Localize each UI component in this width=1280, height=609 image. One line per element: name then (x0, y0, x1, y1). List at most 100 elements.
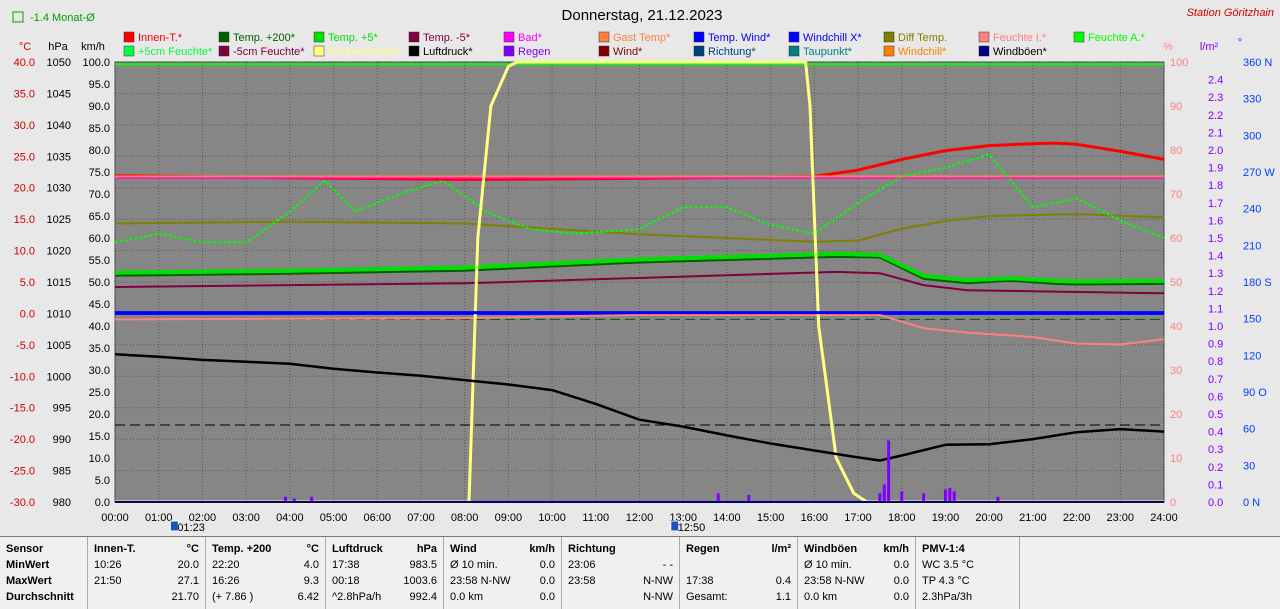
series-line (114, 213, 1165, 243)
statistics-table: Sensor MinWert MaxWert Durchschnitt Innen-T.… (0, 536, 1280, 609)
direction-tick-label: 180 S (1243, 277, 1272, 289)
kmh-axis-unit: km/h (81, 41, 105, 53)
direction-axis-unit: ° (1238, 37, 1242, 49)
stats-column: Luftdruck hPa 17:38 983.5 00:18 1003.6 ^2.8hPa… (326, 537, 444, 609)
hpa-tick-label: 995 (53, 403, 71, 415)
time-tick-label: 16:00 (801, 512, 829, 524)
kmh-tick-label: 90.0 (89, 101, 110, 113)
direction-tick-label: 90 O (1243, 387, 1267, 399)
stats-column: Richtung 23:06 - - 23:58 N-NW N-NW (562, 537, 680, 609)
legend-label: Sonnenschein* (328, 46, 403, 58)
hpa-tick-label: 980 (53, 497, 71, 509)
legend-swatch[interactable] (123, 45, 135, 57)
rain-bar (887, 440, 891, 502)
time-marker-label: 12:50 (678, 522, 706, 534)
hpa-tick-label: 1020 (47, 246, 71, 258)
stats-column-unit: l/m² (771, 543, 791, 555)
temp-tick-label: 0.0 (20, 308, 35, 320)
stats-cell-left: 23:06 (568, 559, 596, 571)
legend-label: Windchill* (898, 46, 947, 58)
stats-column-unit: °C (186, 543, 199, 555)
stats-cell-value: 0.0 (893, 559, 909, 571)
rain-tick-label: 2.2 (1208, 110, 1223, 122)
series-line (114, 270, 1165, 295)
series-line (114, 314, 1165, 346)
legend-swatch[interactable] (598, 31, 610, 43)
hpa-tick-label: 1010 (47, 308, 71, 320)
temp-tick-label: 30.0 (14, 120, 35, 132)
legend-label: Richtung* (708, 46, 756, 58)
rain-axis-unit: l/m² (1200, 41, 1219, 53)
temp-tick-label: 10.0 (14, 246, 35, 258)
legend-swatch[interactable] (218, 31, 230, 43)
hpa-tick-label: 1045 (47, 88, 71, 100)
hpa-tick-label: 1050 (47, 57, 71, 69)
stats-cell-value: N-NW (643, 575, 673, 587)
stats-column: PMV-1:4 WC 3.5 °C TP 4.3 °C 2.3hPa/3h (916, 537, 1020, 609)
direction-tick-label: 60 (1243, 424, 1255, 436)
series-line (114, 353, 1165, 462)
legend-swatch[interactable] (788, 45, 800, 57)
temp-tick-label: -5.0 (16, 340, 35, 352)
rain-bar (310, 496, 314, 502)
legend-swatch[interactable] (1073, 31, 1085, 43)
direction-tick-label: 330 (1243, 94, 1261, 106)
legend-swatch[interactable] (693, 45, 705, 57)
temp-tick-label: -25.0 (10, 466, 35, 478)
time-marker-icon (169, 520, 179, 532)
stats-cell-left: 2.3hPa/3h (922, 591, 973, 603)
rain-bar (996, 496, 1000, 502)
kmh-tick-label: 55.0 (89, 255, 110, 267)
percent-tick-label: 30 (1170, 365, 1182, 377)
stats-column-title: Richtung (568, 543, 616, 555)
legend-swatch[interactable] (313, 45, 325, 57)
legend-swatch[interactable] (408, 31, 420, 43)
kmh-tick-label: 0.0 (95, 497, 110, 509)
rain-bar (882, 484, 886, 502)
legend-swatch[interactable] (978, 31, 990, 43)
legend-label: Windchill X* (803, 32, 862, 44)
legend-swatch[interactable] (123, 31, 135, 43)
rain-tick-label: 0.6 (1208, 391, 1223, 403)
stats-label-column: Sensor MinWert MaxWert Durchschnitt (0, 537, 88, 609)
legend-swatch[interactable] (218, 45, 230, 57)
legend-label: Temp. -5* (423, 32, 471, 44)
rain-tick-label: 2.3 (1208, 92, 1223, 104)
legend-swatch[interactable] (503, 45, 515, 57)
percent-tick-label: 100 (1170, 57, 1188, 69)
time-tick-label: 08:00 (451, 512, 479, 524)
time-tick-label: 18:00 (888, 512, 916, 524)
percent-axis-unit: % (1163, 41, 1173, 53)
legend-swatch[interactable] (598, 45, 610, 57)
percent-tick-label: 80 (1170, 145, 1182, 157)
percent-tick-label: 20 (1170, 409, 1182, 421)
stats-cell-left: 0.0 km (804, 591, 838, 603)
stats-cell-left: 17:38 (686, 575, 714, 587)
stats-cell-value: 21.70 (171, 591, 199, 603)
monat-checkbox[interactable] (12, 11, 24, 23)
stats-cell-value: 0.0 (539, 575, 555, 587)
legend-swatch[interactable] (313, 31, 325, 43)
stats-column-unit: km/h (529, 543, 555, 555)
legend-swatch[interactable] (978, 45, 990, 57)
legend-swatch[interactable] (408, 45, 420, 57)
time-tick-label: 22:00 (1063, 512, 1091, 524)
stats-column-title: Luftdruck (332, 543, 383, 555)
rain-bar (292, 498, 296, 502)
legend-swatch[interactable] (503, 31, 515, 43)
stats-cell-left: Ø 10 min. (450, 559, 498, 571)
stats-cell-value: 9.3 (303, 575, 319, 587)
time-tick-label: 02:00 (189, 512, 217, 524)
stats-cell-left: 22:20 (212, 559, 240, 571)
kmh-tick-label: 20.0 (89, 409, 110, 421)
station-label: Station Göritzhain (1187, 7, 1274, 19)
legend-swatch[interactable] (788, 31, 800, 43)
legend-swatch[interactable] (883, 31, 895, 43)
legend-swatch[interactable] (883, 45, 895, 57)
rain-tick-label: 0.3 (1208, 444, 1223, 456)
hpa-tick-label: 990 (53, 434, 71, 446)
time-tick-label: 11:00 (582, 512, 609, 524)
rain-tick-label: 0.0 (1208, 497, 1223, 509)
legend-swatch[interactable] (693, 31, 705, 43)
time-marker-label: 01:23 (177, 522, 205, 534)
